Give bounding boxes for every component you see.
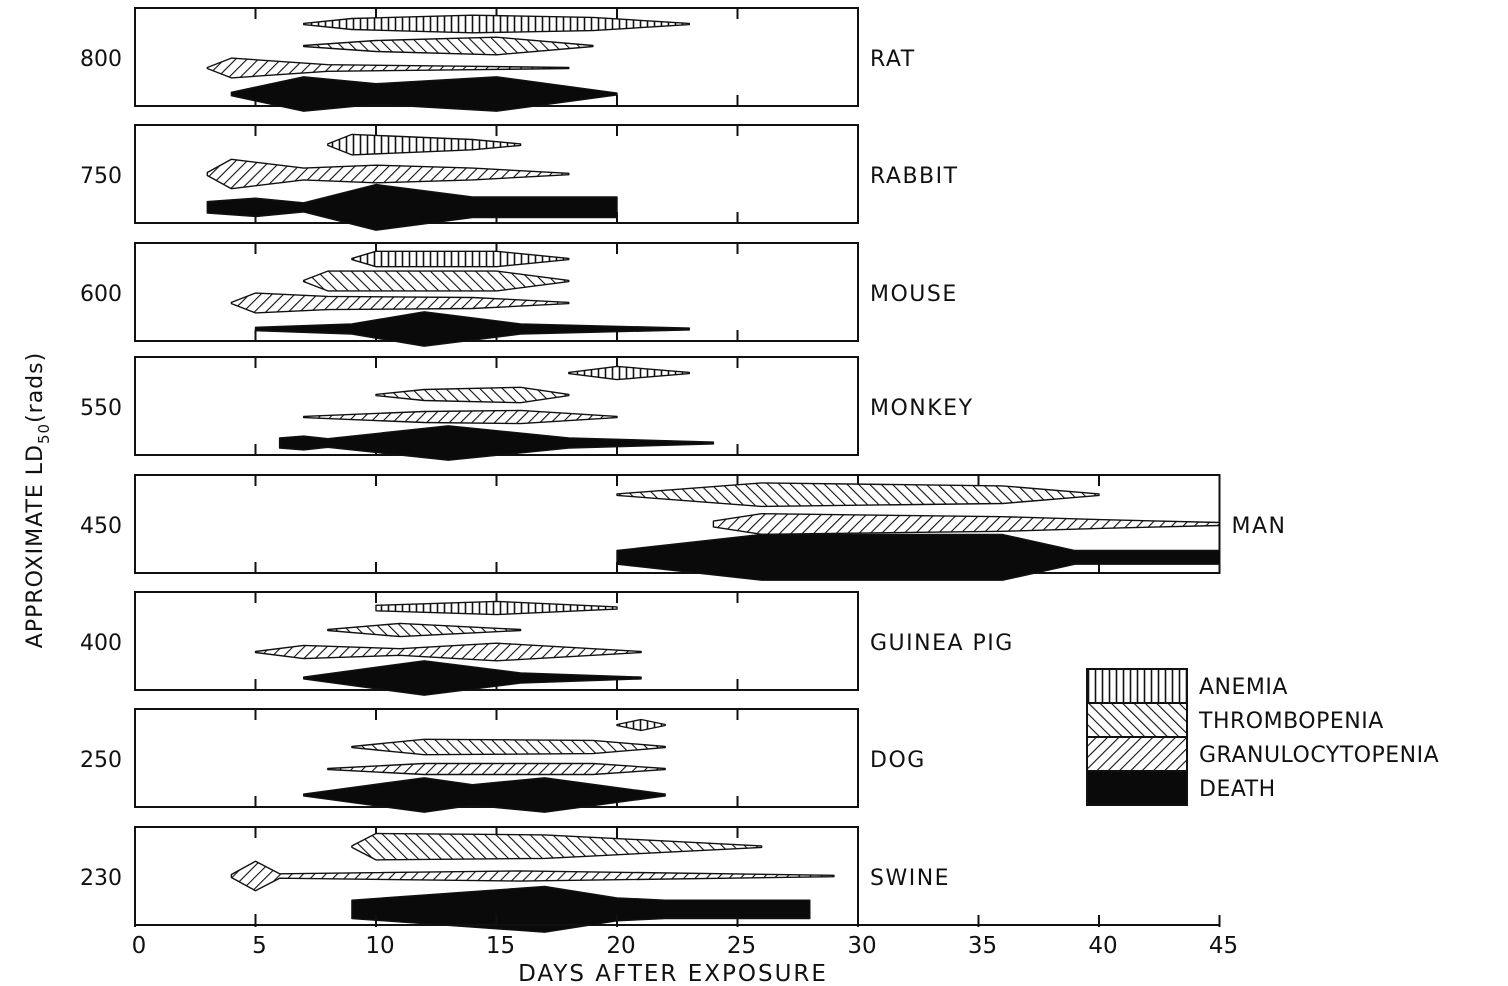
band-death bbox=[254, 311, 690, 347]
species-label: MOUSE bbox=[870, 282, 958, 307]
legend: ANEMIA THROMBOPENIA GRANULOCYTOPENIA DEATH bbox=[1086, 668, 1439, 806]
legend-label-thrombopenia: THROMBOPENIA bbox=[1198, 709, 1384, 734]
panel-rabbit: RABBIT 750 bbox=[80, 124, 959, 231]
band-anemia bbox=[616, 718, 666, 732]
y-axis-label-unit: (rads) bbox=[23, 352, 48, 423]
panel-dog: DOG 250 bbox=[80, 708, 926, 813]
band-granulocytopenia bbox=[303, 409, 618, 425]
band-granulocytopenia bbox=[206, 158, 570, 190]
band-anemia bbox=[351, 250, 570, 268]
x-tick-label: 15 bbox=[486, 933, 515, 959]
x-tick-label: 20 bbox=[606, 933, 635, 959]
band-granulocytopenia bbox=[206, 57, 570, 79]
band-granulocytopenia bbox=[327, 762, 666, 776]
legend-label-anemia: ANEMIA bbox=[1199, 675, 1288, 700]
legend-swatch-anemia bbox=[1086, 668, 1188, 704]
band-granulocytopenia bbox=[712, 513, 1221, 535]
band-death bbox=[278, 425, 715, 461]
band-granulocytopenia bbox=[230, 292, 570, 314]
band-granulocytopenia bbox=[254, 642, 642, 662]
panel-mouse: MOUSE 600 bbox=[80, 242, 958, 347]
panel-swine: SWINE 230 bbox=[80, 826, 950, 933]
panel-man: MAN 450 bbox=[80, 474, 1287, 581]
x-tick-label: 5 bbox=[252, 933, 267, 959]
band-thrombopenia bbox=[303, 270, 570, 292]
band-anemia bbox=[303, 14, 690, 34]
x-tick-label: 0 bbox=[132, 933, 147, 959]
legend-label-death: DEATH bbox=[1199, 777, 1276, 802]
band-thrombopenia bbox=[351, 832, 763, 861]
x-tick-label: 45 bbox=[1209, 933, 1238, 959]
x-axis-label: DAYS AFTER EXPOSURE bbox=[518, 961, 828, 986]
species-label: GUINEA PIG bbox=[870, 631, 1014, 656]
species-label: RAT bbox=[870, 47, 916, 72]
band-death bbox=[616, 533, 1221, 581]
band-anemia bbox=[375, 600, 618, 616]
band-death bbox=[230, 76, 618, 112]
ld50-value: 250 bbox=[80, 748, 122, 773]
band-death bbox=[303, 660, 642, 696]
ld50-value: 550 bbox=[80, 396, 122, 421]
band-death bbox=[303, 777, 666, 813]
species-label: DOG bbox=[870, 748, 926, 773]
species-label: MAN bbox=[1232, 514, 1287, 539]
band-granulocytopenia bbox=[230, 860, 835, 892]
species-label: RABBIT bbox=[870, 164, 959, 189]
panel-monkey: MONKEY 550 bbox=[80, 356, 974, 461]
legend-swatch-thrombopenia bbox=[1086, 702, 1188, 738]
x-tick-label: 40 bbox=[1088, 933, 1117, 959]
y-axis-label: APPROXIMATE LD50(rads) bbox=[23, 352, 53, 648]
panel-guinea-pig: GUINEA PIG 400 bbox=[80, 591, 1014, 696]
band-thrombopenia bbox=[351, 738, 666, 756]
band-death bbox=[206, 183, 618, 231]
y-axis-label-sub: 50 bbox=[35, 423, 53, 444]
x-tick-label: 10 bbox=[365, 933, 394, 959]
band-thrombopenia bbox=[303, 36, 594, 56]
band-death bbox=[351, 885, 811, 933]
y-axis-label-main: APPROXIMATE LD bbox=[23, 444, 48, 648]
band-anemia bbox=[568, 365, 690, 381]
ld50-value: 450 bbox=[80, 514, 122, 539]
x-tick-label: 30 bbox=[847, 933, 876, 959]
band-thrombopenia bbox=[616, 482, 1100, 508]
ld50-value: 400 bbox=[80, 631, 122, 656]
ld50-value: 600 bbox=[80, 282, 122, 307]
panel-rat: RAT 800 bbox=[80, 7, 916, 112]
band-anemia bbox=[327, 133, 522, 156]
ld50-value: 230 bbox=[80, 866, 122, 891]
ld50-value: 800 bbox=[80, 47, 122, 72]
ld50-value: 750 bbox=[80, 164, 122, 189]
legend-swatch-death bbox=[1086, 770, 1188, 806]
x-tick-label: 25 bbox=[727, 933, 756, 959]
band-thrombopenia bbox=[375, 386, 570, 404]
band-thrombopenia bbox=[327, 622, 522, 638]
legend-label-granulocytopenia: GRANULOCYTOPENIA bbox=[1199, 743, 1439, 768]
x-tick-label: 35 bbox=[968, 933, 997, 959]
species-label: MONKEY bbox=[870, 396, 974, 421]
legend-swatch-granulocytopenia bbox=[1086, 736, 1188, 772]
species-label: SWINE bbox=[870, 866, 950, 891]
